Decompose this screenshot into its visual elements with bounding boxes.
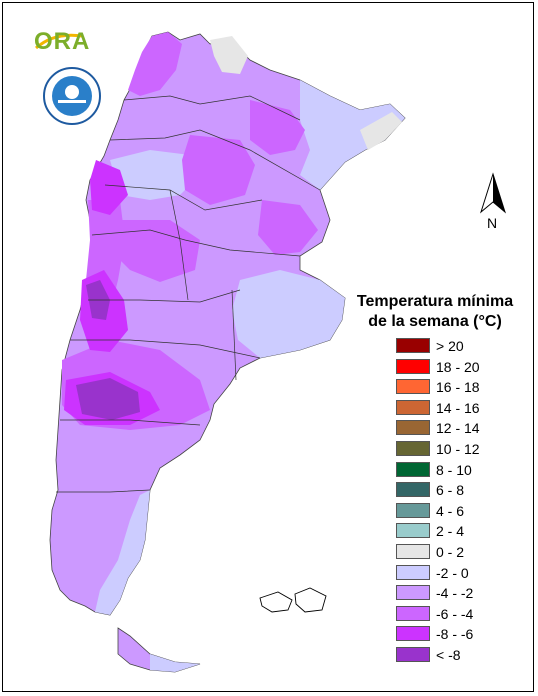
legend-label: -8 - -6 [436, 626, 474, 643]
legend-title-line1: Temperatura mínima [356, 293, 514, 310]
legend-swatch [396, 543, 430, 559]
legend-swatch [396, 379, 430, 395]
legend-swatch [396, 605, 430, 621]
legend-label: 4 - 6 [436, 502, 465, 519]
legend-label: 2 - 4 [436, 523, 465, 540]
legend-label: -4 - -2 [436, 585, 474, 602]
region-santiago [182, 135, 255, 205]
region-cordoba [110, 220, 200, 282]
province-boundaries [56, 95, 321, 493]
legend-swatch [396, 399, 430, 415]
legend-swatch [396, 523, 430, 539]
tierra-del-fuego-east [150, 654, 200, 672]
islas-malvinas [259, 587, 327, 613]
region-patagonia-east-light [95, 490, 150, 615]
legend-swatch [396, 502, 430, 518]
legend-label: -2 - 0 [436, 564, 469, 581]
region-entrerios [258, 200, 318, 255]
region-mesopotamia-gray [360, 112, 402, 150]
region-north-gray [210, 36, 248, 74]
region-center-light [110, 150, 200, 200]
region-cordillera-north [128, 32, 182, 96]
region-northeast-light [300, 80, 405, 190]
legend-swatch [396, 358, 430, 374]
legend-label: 0 - 2 [436, 543, 465, 560]
legend-label: 16 - 18 [436, 379, 480, 396]
ora-logo-swoosh [35, 33, 83, 50]
legend-label: 14 - 16 [436, 399, 480, 416]
north-arrow [478, 172, 508, 232]
legend-title-line2: de la semana (°C) [368, 313, 502, 330]
legend-label: 8 - 10 [436, 461, 472, 478]
legend-title: Temperatura mínima de la semana (°C) [340, 292, 530, 332]
legend-swatch [396, 440, 430, 456]
legend-label: 10 - 12 [436, 440, 480, 457]
legend-swatch [396, 482, 430, 498]
north-arrow-icon [480, 172, 506, 214]
region-coldest-chubut [76, 378, 140, 420]
legend-label: 12 - 14 [436, 420, 480, 437]
smn-seal [42, 66, 102, 126]
legend-label: -6 - -4 [436, 605, 474, 622]
region-chaco [250, 100, 305, 155]
region-pampas-light [232, 270, 345, 358]
legend-swatch [396, 338, 430, 353]
legend-swatch [396, 646, 430, 662]
legend-label: > 20 [436, 338, 464, 354]
legend-swatch [396, 585, 430, 601]
legend-swatch [396, 626, 430, 642]
legend-swatch [396, 420, 430, 436]
ora-logo: ORA [34, 28, 104, 58]
ora-logo-text: ORA [34, 28, 91, 55]
legend-label: < -8 [436, 646, 461, 663]
legend-swatch [396, 461, 430, 477]
legend-swatch [396, 564, 430, 580]
north-label: N [487, 215, 498, 231]
legend-label: 18 - 20 [436, 358, 480, 375]
region-northwest-cold [90, 160, 128, 215]
legend-label: 6 - 8 [436, 482, 465, 499]
